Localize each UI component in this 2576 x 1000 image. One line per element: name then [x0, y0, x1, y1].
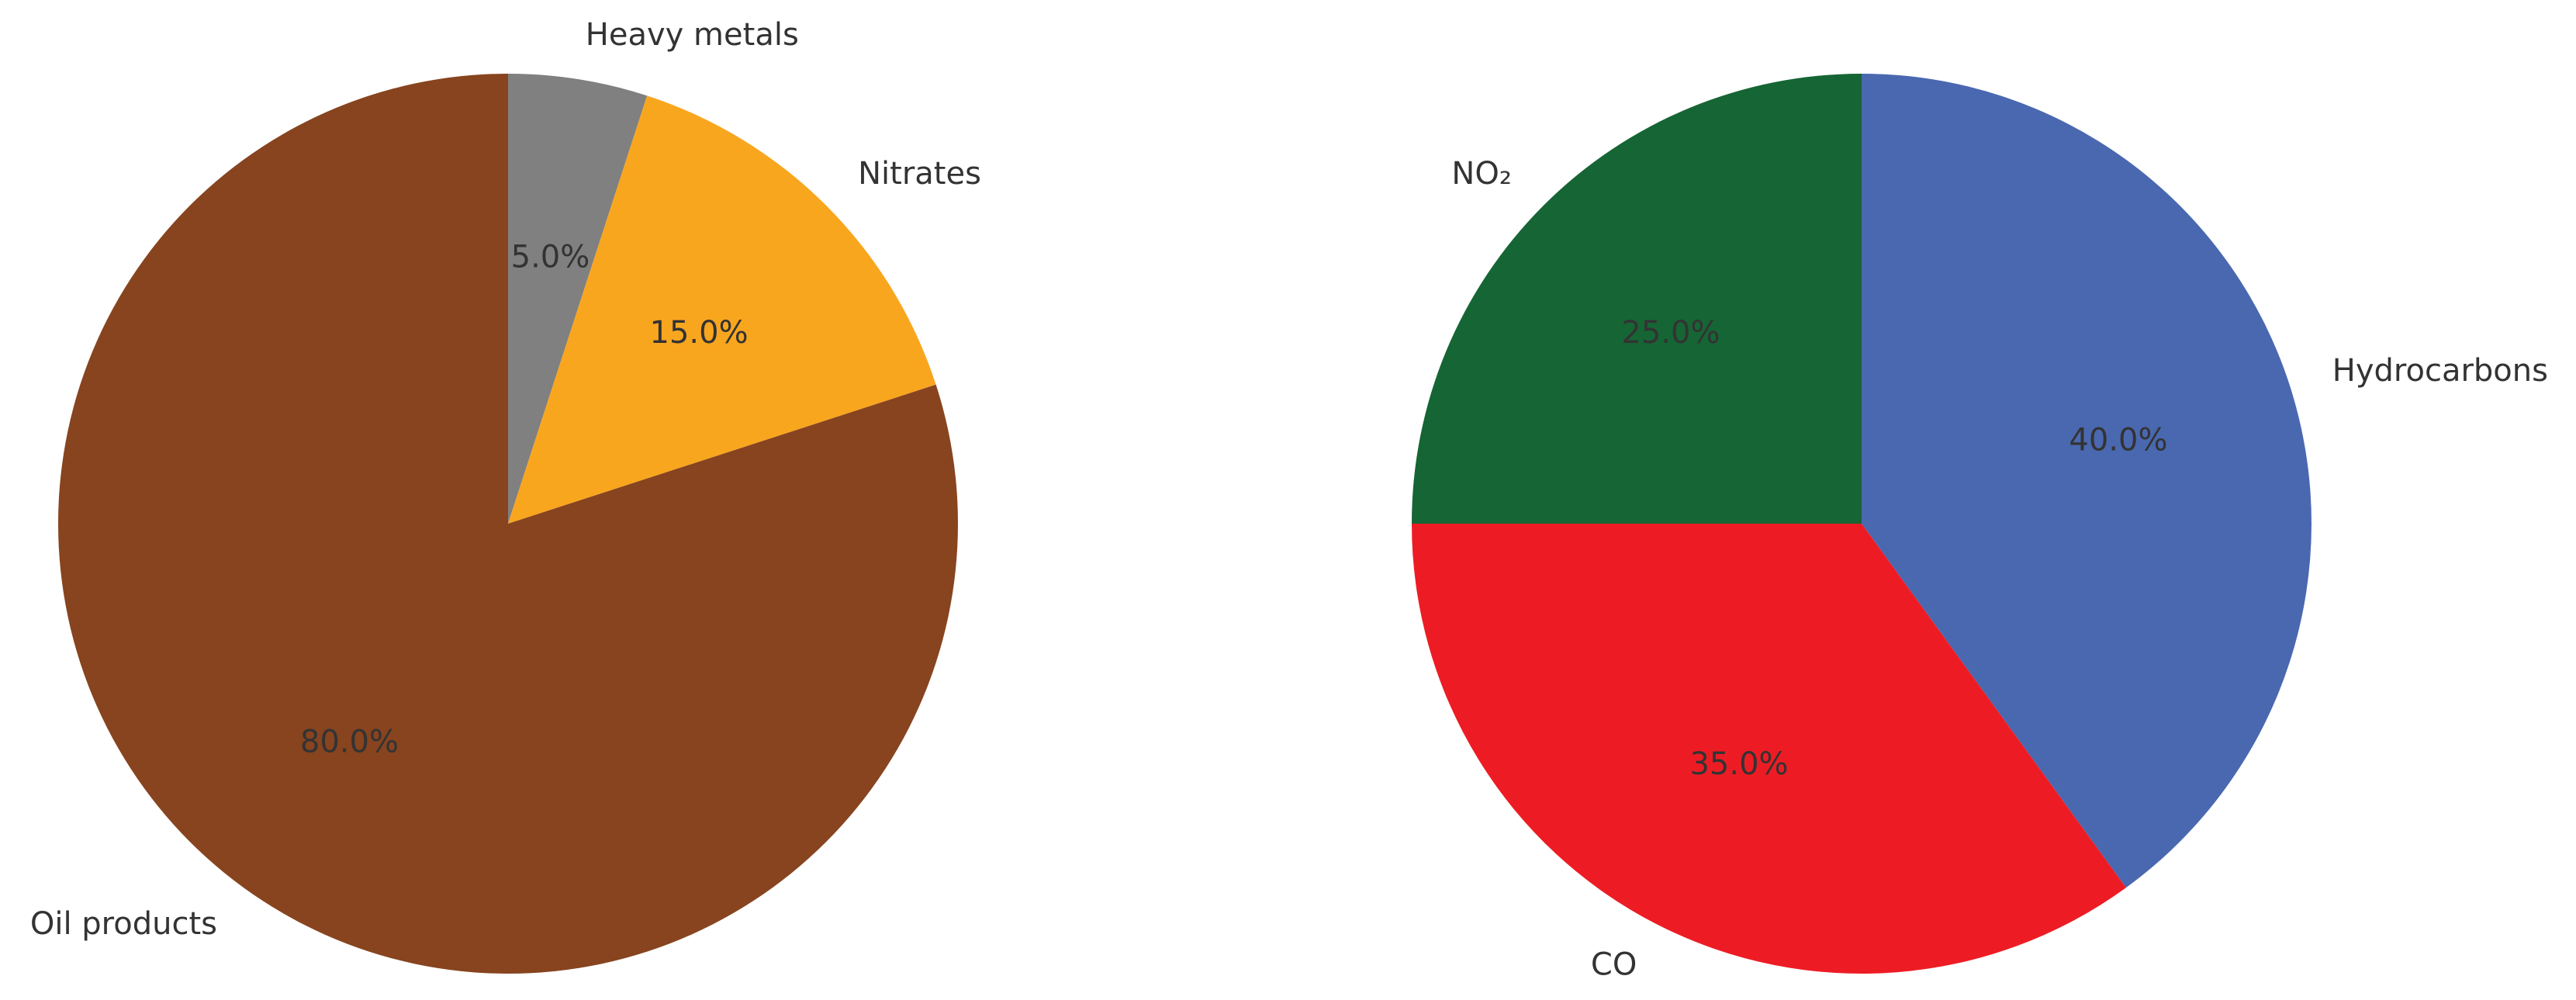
slice-percent-label: 5.0% — [511, 239, 590, 275]
pie-slice — [58, 74, 958, 974]
slice-percent-label: 35.0% — [1689, 746, 1788, 782]
pie-slice — [508, 74, 648, 524]
pie-slice — [1412, 74, 1862, 524]
pie-slice — [508, 95, 936, 524]
pie-slice — [1412, 524, 2126, 974]
slice-percent-label: 40.0% — [2069, 422, 2167, 458]
slice-percent-label: 80.0% — [300, 725, 399, 760]
pie-slice — [1862, 74, 2312, 888]
slice-category-label: Hydrocarbons — [2332, 353, 2548, 389]
slice-percent-label: 25.0% — [1621, 315, 1720, 351]
slice-category-label: CO — [1591, 946, 1637, 982]
slice-percent-label: 15.0% — [650, 315, 749, 351]
slice-category-label: Heavy metals — [586, 17, 799, 53]
slice-category-label: Nitrates — [858, 156, 981, 192]
pie-chart-1: 5.0% Heavy metals 15.0% Nitrates 80.0% Oil pr… — [30, 17, 981, 974]
slice-category-label: NO₂ — [1451, 156, 1511, 192]
pie-chart-2: 40.0% Hydrocarbons 35.0% CO 25.0% NO₂ — [1412, 74, 2548, 982]
slice-category-label: Oil products — [30, 906, 217, 942]
